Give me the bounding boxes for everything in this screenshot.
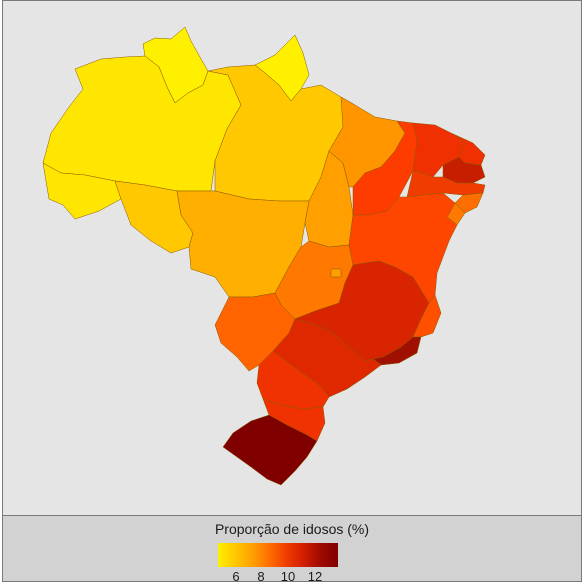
- legend-tick-8: 8: [257, 569, 265, 584]
- legend-title: Proporção de idosos (%): [214, 521, 370, 537]
- region-df: [330, 268, 342, 278]
- region-al: [454, 192, 484, 214]
- region-rs: [222, 414, 318, 486]
- legend-tick-6: 6: [232, 569, 240, 584]
- region-es: [412, 294, 442, 338]
- map-panel: [3, 1, 581, 515]
- region-ac: [42, 162, 122, 220]
- region-pr: [256, 350, 330, 410]
- legend-color-bar: [218, 543, 338, 567]
- legend-panel: Proporção de idosos (%) 6 8 10 12: [3, 515, 581, 584]
- legend-tick-12: 12: [307, 569, 323, 584]
- region-am: [42, 55, 242, 192]
- brazil-choropleth-map: [42, 26, 486, 486]
- legend-tick-10: 10: [280, 569, 296, 584]
